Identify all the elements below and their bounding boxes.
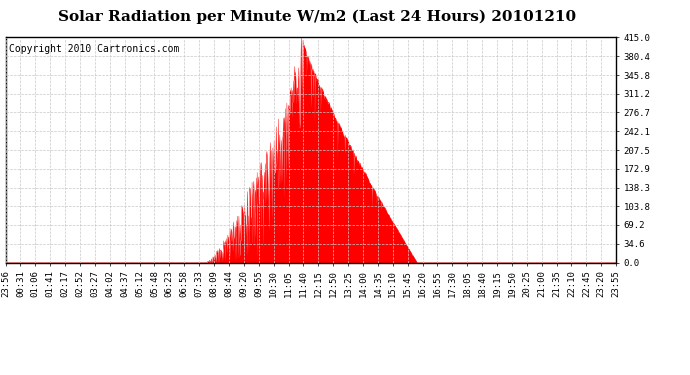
Text: Solar Radiation per Minute W/m2 (Last 24 Hours) 20101210: Solar Radiation per Minute W/m2 (Last 24… xyxy=(59,9,576,24)
Text: Copyright 2010 Cartronics.com: Copyright 2010 Cartronics.com xyxy=(8,44,179,54)
